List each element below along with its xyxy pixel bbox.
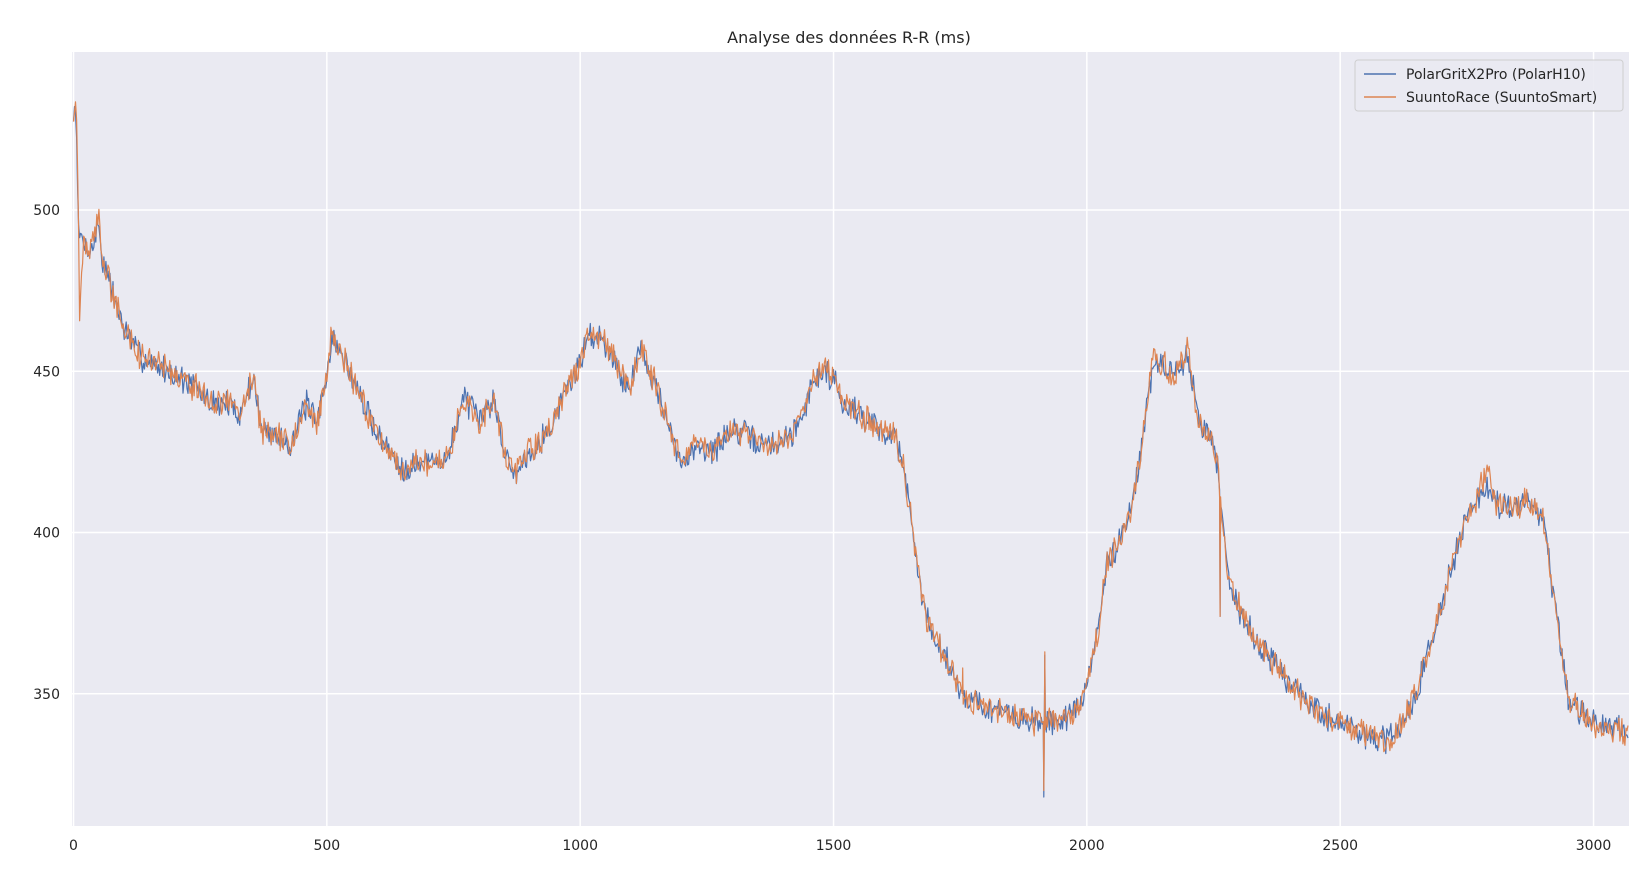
series-line-suunto bbox=[72, 101, 1629, 792]
legend-label-polar: PolarGritX2Pro (PolarH10) bbox=[1406, 67, 1586, 83]
y-tick-label: 500 bbox=[33, 203, 60, 219]
x-tick-label: 1000 bbox=[562, 838, 598, 854]
x-tick-label: 0 bbox=[69, 838, 78, 854]
grid bbox=[72, 52, 1629, 826]
series-layer bbox=[72, 101, 1629, 798]
ticks: 0 500 1000 1500 2000 2500 3000 350 400 450 500 bbox=[33, 203, 1611, 854]
x-tick-label: 1500 bbox=[816, 838, 852, 854]
chart-title: Analyse des données R-R (ms) bbox=[727, 28, 971, 47]
legend-box bbox=[1354, 59, 1624, 112]
legend-label-suunto: SuuntoRace (SuuntoSmart) bbox=[1406, 90, 1597, 106]
x-tick-label: 3000 bbox=[1576, 838, 1612, 854]
plot-background bbox=[72, 52, 1629, 826]
y-tick-label: 400 bbox=[33, 526, 60, 542]
x-tick-label: 2000 bbox=[1069, 838, 1105, 854]
y-tick-label: 350 bbox=[33, 687, 60, 703]
x-tick-label: 500 bbox=[313, 838, 340, 854]
x-tick-label: 2500 bbox=[1322, 838, 1358, 854]
legend: PolarGritX2Pro (PolarH10) SuuntoRace (Su… bbox=[1354, 59, 1624, 112]
y-tick-label: 450 bbox=[33, 364, 60, 380]
